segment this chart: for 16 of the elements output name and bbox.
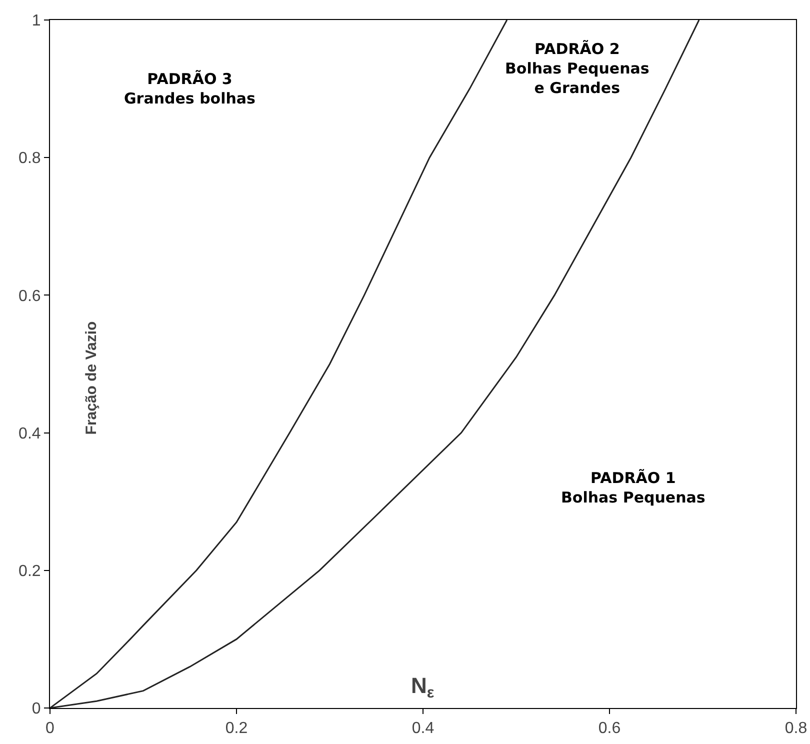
x-tick-label: 0.4 xyxy=(412,720,434,738)
annotation: PADRÃO 3 Grandes bolhas xyxy=(124,70,256,108)
x-tick-label: 0 xyxy=(46,720,55,738)
annotation: PADRÃO 1 Bolhas Pequenas xyxy=(561,469,706,506)
y-tick-label: 0.6 xyxy=(18,288,41,305)
y-tick-label: 0.2 xyxy=(18,563,41,580)
y-tick-label: 0.8 xyxy=(18,150,41,168)
x-tick-label: 0.2 xyxy=(225,720,248,738)
annotation: PADRÃO 2 Bolhas Pequenas e Grandes xyxy=(505,40,650,97)
y-tick-label: 0 xyxy=(32,700,41,718)
y-tick-label: 1 xyxy=(32,12,41,30)
x-tick-label: 0.8 xyxy=(784,720,808,738)
y-tick-label: 0.4 xyxy=(18,425,41,442)
x-axis-title: N$_{ε}$ xyxy=(411,673,435,702)
x-tick-label: 0.6 xyxy=(598,720,621,738)
y-axis-title: Fração de Vazio xyxy=(83,321,100,435)
